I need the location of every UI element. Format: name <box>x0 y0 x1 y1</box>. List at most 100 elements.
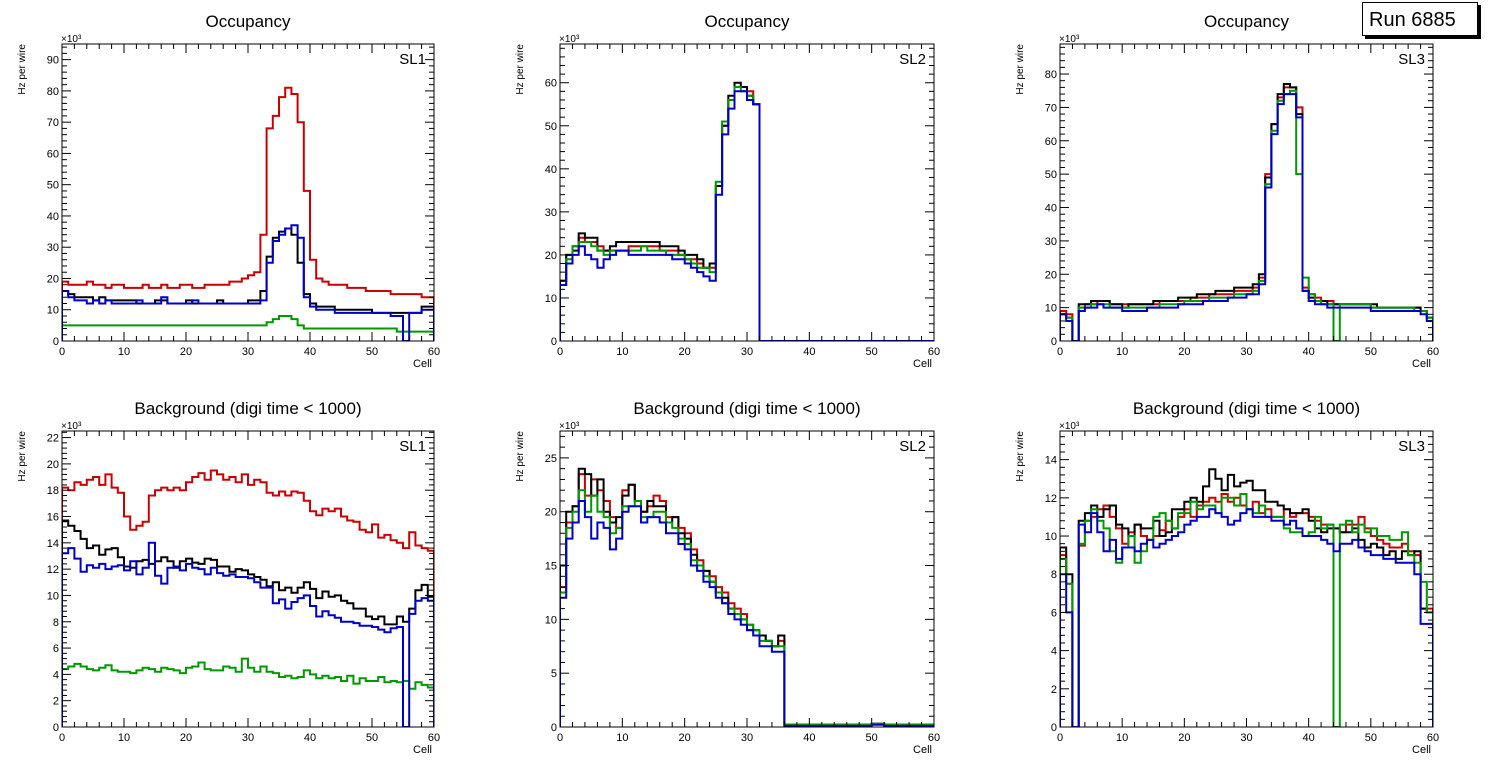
plot-frame <box>61 43 435 342</box>
series-line-red <box>62 86 434 341</box>
x-tick-label: 40 <box>304 346 316 358</box>
y-tick-label: 30 <box>47 242 59 254</box>
x-tick-label: 0 <box>557 732 563 744</box>
series-group <box>1060 468 1433 727</box>
y-axis-label: Hz per wire <box>17 431 28 482</box>
x-axis-label: Cell <box>413 744 432 756</box>
x-tick-label: 40 <box>803 732 815 744</box>
x-tick-label: 40 <box>1303 346 1315 358</box>
panel-label: SL2 <box>899 51 926 68</box>
y-exponent-label: ×10³ <box>559 421 580 432</box>
x-tick-label: 40 <box>304 732 316 744</box>
y-tick-label: 30 <box>1045 236 1057 248</box>
y-tick-label: 0 <box>551 722 557 734</box>
y-tick-label: 90 <box>47 55 59 67</box>
x-axis-label: Cell <box>413 358 432 370</box>
x-tick-label: 30 <box>242 732 254 744</box>
x-tick-label: 50 <box>866 346 878 358</box>
y-exponent-label: ×10³ <box>1059 421 1080 432</box>
series-line-black <box>1060 83 1433 341</box>
chart-panel-1: Occupancy 0 10 20 30 40 50 60 0 10 20 30 40 50 60 70 80 9… <box>17 12 440 370</box>
x-tick-label: 20 <box>180 346 192 358</box>
series-group <box>1060 83 1433 341</box>
series-group <box>560 467 934 727</box>
y-tick-label: 6 <box>1051 607 1057 619</box>
y-tick-label: 12 <box>47 564 59 576</box>
panel-label: SL1 <box>399 51 426 68</box>
y-exponent-label: ×10³ <box>61 34 82 45</box>
x-tick-label: 30 <box>741 732 753 744</box>
series-line-blue <box>560 500 934 727</box>
y-tick-label: 50 <box>545 121 557 133</box>
series-line-black <box>560 467 934 727</box>
y-axis-label: Hz per wire <box>1015 431 1026 482</box>
y-axis-label: Hz per wire <box>17 44 28 95</box>
chart-title: Occupancy <box>1204 12 1290 31</box>
y-tick-label: 10 <box>47 590 59 602</box>
chart-title: Occupancy <box>205 12 291 31</box>
series-line-red <box>560 86 934 341</box>
y-tick-label: 14 <box>1045 455 1057 467</box>
series-line-blue <box>1060 508 1433 727</box>
y-tick-label: 40 <box>47 211 59 223</box>
chart-panel-6: Background (digi time < 1000)0 10 20 30 40 50… <box>1015 399 1439 756</box>
y-exponent-label: ×10³ <box>1059 34 1080 45</box>
x-tick-label: 10 <box>1116 732 1128 744</box>
y-tick-label: 80 <box>1045 69 1057 81</box>
series-group <box>62 86 434 341</box>
y-tick-label: 18 <box>47 485 59 497</box>
y-tick-label: 10 <box>47 305 59 317</box>
y-tick-label: 0 <box>1051 336 1057 348</box>
series-line-green <box>560 86 934 341</box>
x-tick-label: 60 <box>428 346 440 358</box>
series-line-blue <box>62 224 434 341</box>
y-tick-label: 14 <box>47 538 59 550</box>
chart-panel-2: Occupancy 0 10 20 30 40 50 60 0 10 20 30 40 50 60 ×10³ S… <box>515 12 940 370</box>
plot-frame <box>1059 430 1434 728</box>
y-tick-label: 12 <box>1045 493 1057 505</box>
series-line-black <box>62 227 434 341</box>
x-tick-label: 10 <box>118 732 130 744</box>
x-tick-label: 30 <box>242 346 254 358</box>
y-tick-label: 10 <box>545 614 557 626</box>
series-line-green <box>1060 493 1433 727</box>
chart-panel-4: Background (digi time < 1000)0 10 20 30 40 50… <box>17 399 440 756</box>
x-tick-label: 60 <box>1427 732 1439 744</box>
x-tick-label: 50 <box>1365 346 1377 358</box>
chart-title: Occupancy <box>704 12 790 31</box>
series-line-red <box>560 473 934 727</box>
y-tick-label: 30 <box>545 207 557 219</box>
x-axis-label: Cell <box>913 358 932 370</box>
y-tick-label: 10 <box>545 293 557 305</box>
y-tick-label: 20 <box>545 250 557 262</box>
y-tick-label: 10 <box>1045 531 1057 543</box>
chart-title: Background (digi time < 1000) <box>134 399 361 418</box>
chart-title: Background (digi time < 1000) <box>633 399 860 418</box>
y-tick-label: 0 <box>53 722 59 734</box>
x-tick-label: 10 <box>1116 346 1128 358</box>
y-tick-label: 0 <box>551 336 557 348</box>
series-group <box>560 81 934 341</box>
y-tick-label: 0 <box>53 336 59 348</box>
panel-label: SL3 <box>1398 438 1425 455</box>
x-tick-label: 50 <box>366 732 378 744</box>
chart-panel-5: Background (digi time < 1000)0 10 20 30 40 50… <box>515 399 940 756</box>
chart-panel-3: Occupancy 0 10 20 30 40 50 60 0 10 20 30 40 50 60 70 80 ×… <box>1015 12 1439 370</box>
x-tick-label: 50 <box>366 346 378 358</box>
y-tick-label: 40 <box>545 164 557 176</box>
x-tick-label: 60 <box>928 346 940 358</box>
y-tick-label: 5 <box>551 668 557 680</box>
series-line-red <box>1060 86 1433 341</box>
panel-label: SL2 <box>899 438 926 455</box>
x-tick-label: 50 <box>1365 732 1377 744</box>
panel-label: SL3 <box>1398 51 1425 68</box>
x-tick-label: 40 <box>803 346 815 358</box>
y-tick-label: 50 <box>1045 169 1057 181</box>
series-line-blue <box>1060 93 1433 341</box>
run-label: Run 6885 <box>1362 2 1478 36</box>
y-tick-label: 4 <box>53 669 59 681</box>
y-tick-label: 20 <box>1045 269 1057 281</box>
y-tick-label: 6 <box>53 643 59 655</box>
series-line-red <box>62 469 434 727</box>
